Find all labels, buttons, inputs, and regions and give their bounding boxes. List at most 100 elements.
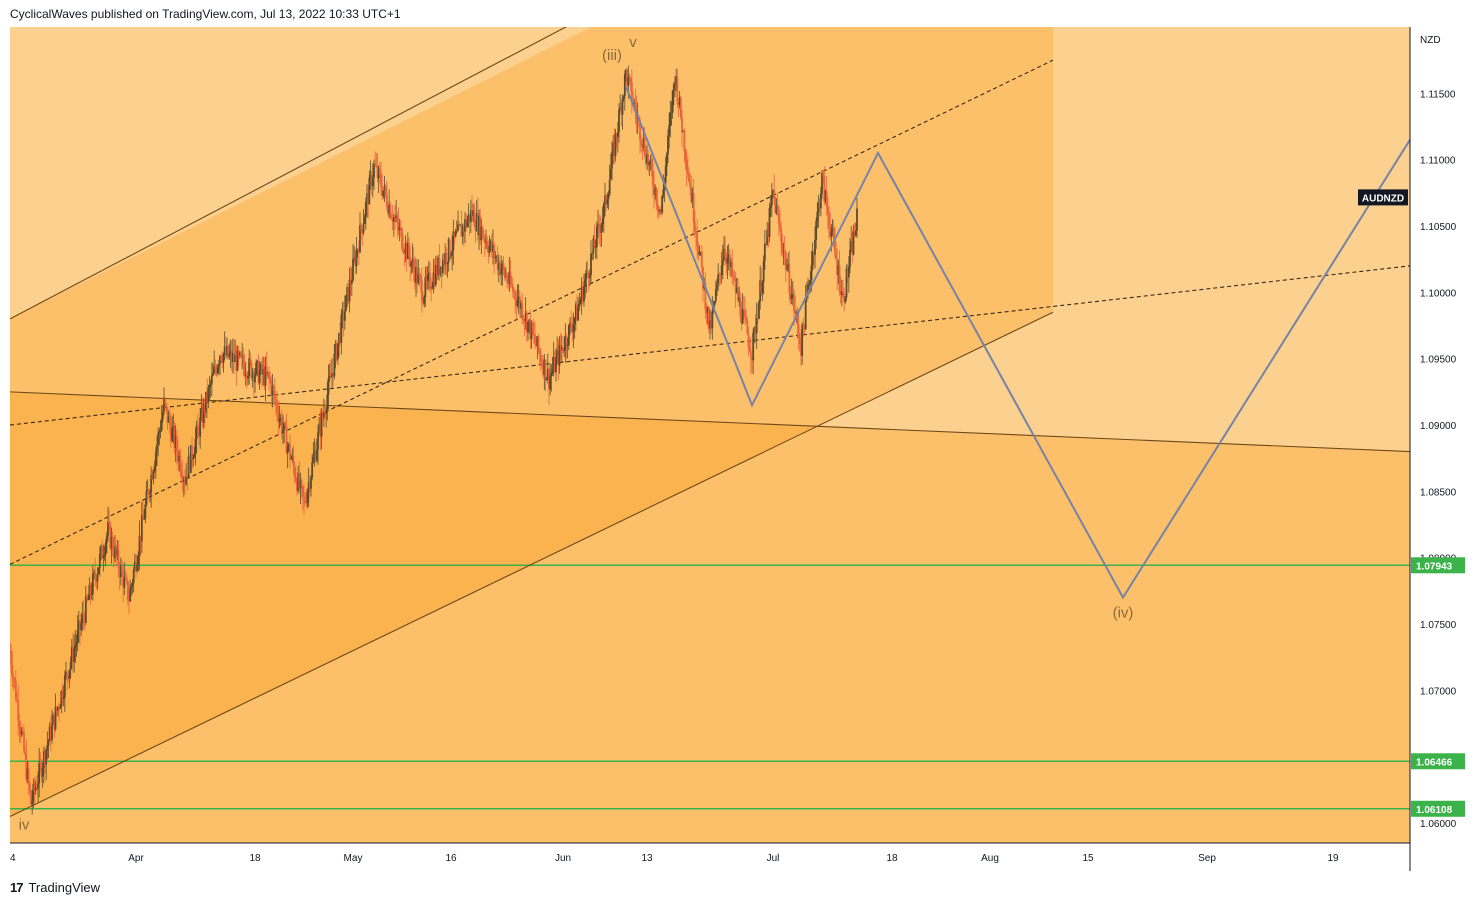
candle-body <box>508 271 511 284</box>
candle-body <box>521 303 524 319</box>
candle-body <box>398 227 401 231</box>
candle-body <box>788 264 791 294</box>
candle-body <box>532 332 535 335</box>
candle-body <box>730 261 732 268</box>
candle-body <box>402 248 405 253</box>
candle-body <box>226 346 228 356</box>
candle-body <box>844 297 847 303</box>
candle-body <box>721 260 724 266</box>
candle-body <box>415 267 417 283</box>
candle-body <box>321 414 324 418</box>
candle-body <box>845 268 848 298</box>
candle-body <box>77 620 80 630</box>
candle-body <box>776 206 779 213</box>
candle-body <box>797 324 800 339</box>
candle-body <box>691 193 694 202</box>
candle-body <box>47 740 50 746</box>
candle-body <box>552 357 555 371</box>
candle-body <box>213 366 216 373</box>
candle-body <box>419 276 422 281</box>
footer: 17 TradingView <box>10 880 100 895</box>
candle-body <box>761 281 764 293</box>
candle-body <box>713 301 716 305</box>
candle-body <box>52 715 55 724</box>
candle-body <box>89 585 92 595</box>
candle-body <box>292 456 295 466</box>
candle-body <box>237 349 240 356</box>
candle-body <box>492 244 494 252</box>
candle-body <box>824 190 827 202</box>
candle-body <box>102 556 105 559</box>
candle-body <box>54 707 57 730</box>
candle-body <box>423 297 426 304</box>
candle-body <box>676 76 679 103</box>
candle-body <box>56 706 59 711</box>
candle-body <box>486 241 489 249</box>
candle-body <box>81 614 84 624</box>
chart-frame[interactable]: (iii) v iv (iv) NZD 1.11500 1.11000 1.10500 1.10… <box>4 27 1468 871</box>
candle-body <box>777 212 780 224</box>
candle-body <box>642 138 645 148</box>
candle-body <box>762 260 765 282</box>
candle-body <box>614 133 617 157</box>
candle-body <box>465 219 468 227</box>
candle-body <box>683 130 686 152</box>
candle-body <box>774 196 777 214</box>
candle-body <box>497 263 500 270</box>
candle-body <box>122 572 125 588</box>
candle-body <box>357 249 360 253</box>
candle-body <box>227 346 230 357</box>
candle-body <box>523 319 526 322</box>
candle-body <box>304 500 307 503</box>
candle-body <box>318 423 321 433</box>
candle-body <box>807 284 809 295</box>
candle-body <box>690 187 693 202</box>
candle-body <box>178 455 181 462</box>
candle-body <box>46 745 49 750</box>
candle-body <box>214 366 217 370</box>
candle-body <box>298 472 301 489</box>
y-tick-label: 1.10500 <box>1420 222 1457 233</box>
candle-body <box>389 204 392 218</box>
candle-body <box>235 355 238 371</box>
candle-body <box>216 366 219 374</box>
candle-body <box>88 585 91 600</box>
candle-body <box>506 276 508 283</box>
candle-body <box>79 620 81 630</box>
candle-body <box>181 475 184 482</box>
candle-body <box>475 213 478 231</box>
candle-body <box>444 253 447 265</box>
candle-body <box>258 371 261 384</box>
y-tick-label: 1.11000 <box>1420 156 1456 167</box>
candle-body <box>96 573 99 582</box>
candle-body <box>80 623 83 630</box>
candle-body <box>509 271 512 284</box>
candle-body <box>576 304 578 321</box>
candle-body <box>271 386 274 396</box>
candle-body <box>496 256 499 270</box>
candle-body <box>794 311 797 314</box>
candle-body <box>175 435 178 452</box>
candle-body <box>384 185 387 195</box>
candle-body <box>450 255 452 257</box>
candle-body <box>487 248 490 253</box>
price-chart[interactable]: (iii) v iv (iv) NZD 1.11500 1.11000 1.10500 1.10… <box>4 27 1468 871</box>
x-tick-label: Jun <box>555 853 571 864</box>
candle-body <box>620 107 623 115</box>
candle-body <box>734 277 737 293</box>
candle-body <box>82 614 85 618</box>
candle-body <box>66 671 69 677</box>
candle-body <box>541 362 543 365</box>
candle-body <box>265 366 268 374</box>
candle-body <box>818 203 821 209</box>
candle-body <box>856 208 858 231</box>
candle-body <box>230 350 233 362</box>
candle-body <box>345 295 347 311</box>
candle-body <box>789 293 792 299</box>
candle-body <box>735 287 738 293</box>
candle-body <box>662 189 665 197</box>
candle-body <box>493 244 496 259</box>
candle-body <box>61 690 64 700</box>
candle-body <box>643 138 646 155</box>
candle-body <box>171 428 174 442</box>
